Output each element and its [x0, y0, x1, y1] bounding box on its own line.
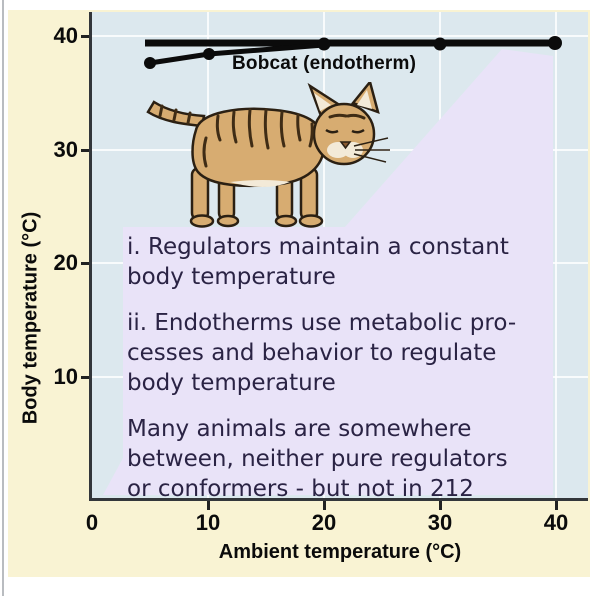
bobcat-ear-inner2: [357, 90, 372, 109]
highlight-region-svg: [103, 49, 553, 495]
bobcat-body: [191, 107, 326, 188]
bobcat-belly-patch: [230, 180, 290, 187]
bobcat-paw3: [274, 214, 298, 228]
x-tick-mark-30: [439, 501, 442, 510]
bobcat-nose: [339, 141, 352, 150]
highlight-region-polygon: [103, 49, 553, 495]
x-tick-label-10: 10: [195, 510, 221, 535]
x-tick-label-20: 20: [311, 510, 337, 535]
plot-area: Bobcat (endotherm): [89, 12, 588, 502]
gridline-x40: [555, 12, 557, 498]
data-point-5C: [144, 57, 156, 69]
y-tick-mark-40: [81, 35, 91, 38]
y-tick-label-40: 40: [53, 23, 78, 48]
y-tick-mark-20: [81, 262, 91, 265]
x-tick-label-30: 30: [427, 510, 453, 535]
bobcat-illustration: [146, 82, 390, 228]
annotation-notes: i. Regulators maintain a constant body t…: [127, 232, 557, 520]
bobcat-paw: [189, 214, 215, 228]
y-tick-mark-30: [81, 149, 91, 152]
plot-layer: Bobcat (endotherm): [92, 12, 588, 502]
x-tick-mark-10: [207, 501, 210, 510]
x-tick-mark-40: [555, 501, 558, 510]
bobcat-eye-left: [325, 128, 339, 134]
x-tick-mark-20: [323, 501, 326, 510]
y-tick-label-10: 10: [53, 364, 78, 389]
data-point-20C: [317, 37, 331, 51]
bobcat-paw4: [298, 214, 324, 228]
bobcat-paw2: [216, 214, 240, 228]
x-tick-label-40: 40: [543, 510, 569, 535]
x-axis-title: Ambient temperature (°C): [218, 541, 462, 563]
bobcat-whiskers: [353, 137, 390, 163]
note-regulators: i. Regulators maintain a constant body t…: [127, 234, 509, 290]
bobcat-ear-inner: [314, 93, 331, 111]
x-tick-label-0: 0: [85, 510, 99, 535]
bobcat-eye-right: [351, 128, 365, 134]
y-tick-mark-10: [81, 376, 91, 379]
series-svg: [144, 36, 562, 69]
series-label-bobcat: Bobcat (endotherm): [232, 53, 417, 74]
note-endotherms: ii. Endotherms use metabolic pro- cesses…: [127, 310, 517, 396]
data-point-30C: [433, 37, 447, 51]
data-point-40C: [548, 36, 562, 50]
bobcat-stripes: [158, 104, 366, 168]
y-tick-label-20: 20: [53, 250, 78, 275]
bobcat-muzzle2: [343, 142, 363, 158]
y-axis-title: Body temperature (°C): [19, 211, 42, 425]
page-edge-line: [2, 0, 4, 596]
gridline-y40: [92, 35, 588, 37]
note-many-animals: Many animals are somewhere between, neit…: [127, 416, 508, 502]
y-tick-label-30: 30: [53, 137, 78, 162]
data-point-10C: [203, 48, 215, 60]
